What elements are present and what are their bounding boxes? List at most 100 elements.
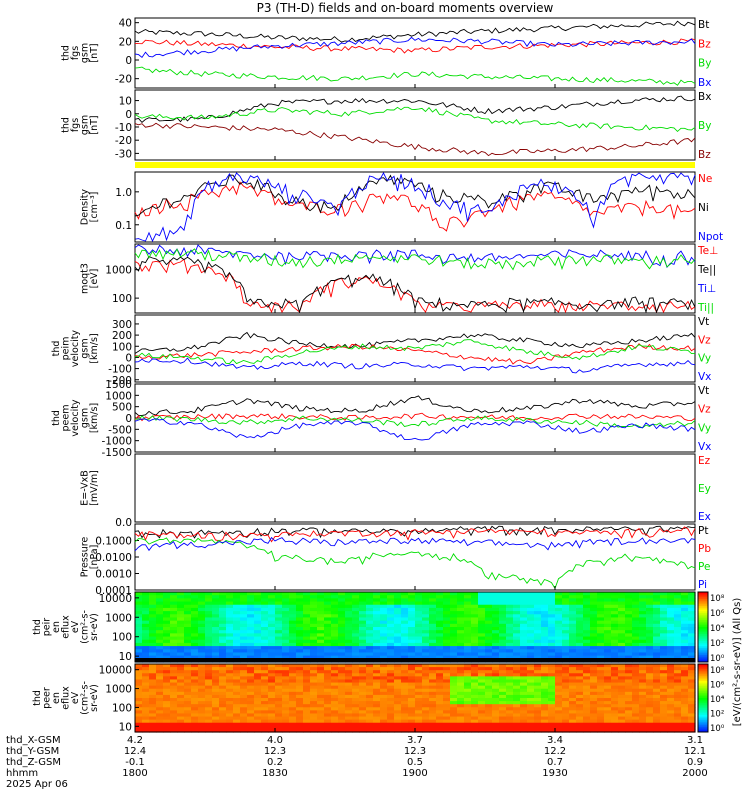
heatmap-cell	[254, 598, 262, 603]
heatmap-cell	[310, 646, 318, 650]
heatmap-cell	[163, 607, 171, 612]
heatmap-cell	[352, 701, 360, 705]
heatmap-cell	[366, 691, 374, 696]
heatmap-cell	[205, 716, 213, 721]
heatmap-cell	[394, 694, 402, 699]
heatmap-cell	[576, 592, 584, 596]
heatmap-cell	[233, 725, 241, 730]
heatmap-cell	[142, 655, 150, 660]
heatmap-cell	[611, 676, 619, 681]
heatmap-cell	[604, 636, 612, 641]
heatmap-cell	[191, 611, 199, 615]
heatmap-cell	[338, 649, 346, 654]
heatmap-cell	[282, 719, 290, 724]
heatmap-cell	[562, 698, 570, 702]
heatmap-cell	[394, 642, 402, 647]
heatmap-cell	[534, 698, 542, 702]
heatmap-cell	[142, 646, 150, 650]
heatmap-cell	[457, 604, 465, 609]
heatmap-cell	[135, 620, 143, 625]
heatmap-cell	[184, 617, 192, 622]
heatmap-cell	[373, 667, 381, 671]
heatmap-cell	[401, 722, 409, 727]
heatmap-cell	[149, 670, 157, 674]
heatmap-cell	[688, 617, 696, 622]
heatmap-cell	[247, 636, 255, 641]
heatmap-cell	[310, 676, 318, 681]
heatmap-cell	[639, 667, 647, 671]
heatmap-cell	[261, 673, 269, 677]
heatmap-cell	[534, 713, 542, 718]
heatmap-cell	[541, 725, 549, 730]
heatmap-cell	[674, 719, 682, 724]
heatmap-cell	[548, 592, 556, 596]
heatmap-cell	[247, 633, 255, 638]
heatmap-cell	[275, 601, 283, 606]
heatmap-cell	[149, 623, 157, 628]
heatmap-cell	[625, 707, 633, 711]
heatmap-cell	[359, 722, 367, 727]
heatmap-cell	[401, 598, 409, 603]
heatmap-cell	[135, 604, 143, 609]
heatmap-cell	[296, 722, 304, 727]
heatmap-cell	[310, 710, 318, 715]
heatmap-cell	[387, 713, 395, 718]
heatmap-cell	[681, 691, 689, 696]
heatmap-cell	[471, 652, 479, 657]
heatmap-cell	[387, 682, 395, 687]
heatmap-cell	[478, 636, 486, 641]
heatmap-cell	[506, 642, 514, 647]
heatmap-cell	[373, 617, 381, 622]
heatmap-cell	[401, 710, 409, 715]
heatmap-cell	[485, 592, 493, 596]
series-pe	[134, 537, 696, 590]
heatmap-cell	[457, 636, 465, 641]
heatmap-cell	[170, 611, 178, 615]
heatmap-cell	[569, 682, 577, 687]
heatmap-cell	[366, 620, 374, 625]
heatmap-cell	[205, 673, 213, 677]
heatmap-cell	[282, 627, 290, 631]
heatmap-cell	[387, 664, 395, 668]
heatmap-cell	[177, 722, 185, 727]
heatmap-cell	[632, 685, 640, 690]
heatmap-cell	[499, 713, 507, 718]
heatmap-cell	[387, 719, 395, 724]
heatmap-cell	[450, 719, 458, 724]
heatmap-cell	[219, 713, 227, 718]
heatmap-cell	[289, 592, 297, 596]
heatmap-cell	[583, 601, 591, 606]
heatmap-cell	[408, 676, 416, 681]
heatmap-cell	[555, 685, 563, 690]
heatmap-cell	[492, 704, 500, 708]
heatmap-cell	[191, 673, 199, 677]
heatmap-cell	[534, 617, 542, 622]
heatmap-cell	[352, 595, 360, 599]
heatmap-cell	[317, 670, 325, 674]
heatmap-cell	[541, 620, 549, 625]
heatmap-cell	[415, 617, 423, 622]
heatmap-cell	[422, 649, 430, 654]
heatmap-cell	[562, 676, 570, 681]
heatmap-cell	[562, 667, 570, 671]
heatmap-cell	[254, 627, 262, 631]
colorbar-segment	[698, 614, 708, 617]
heatmap-cell	[450, 685, 458, 690]
heatmap-cell	[212, 595, 220, 599]
heatmap-cell	[303, 630, 311, 634]
heatmap-cell	[338, 595, 346, 599]
heatmap-cell	[583, 630, 591, 634]
heatmap-cell	[604, 592, 612, 596]
heatmap-cell	[464, 710, 472, 715]
heatmap-cell	[317, 642, 325, 647]
y-axis-label: peim	[61, 337, 72, 361]
heatmap-cell	[331, 667, 339, 671]
heatmap-cell	[177, 673, 185, 677]
heatmap-cell	[681, 607, 689, 612]
heatmap-cell	[667, 670, 675, 674]
heatmap-cell	[296, 701, 304, 705]
colorbar-segment	[698, 694, 708, 697]
heatmap-cell	[478, 611, 486, 615]
